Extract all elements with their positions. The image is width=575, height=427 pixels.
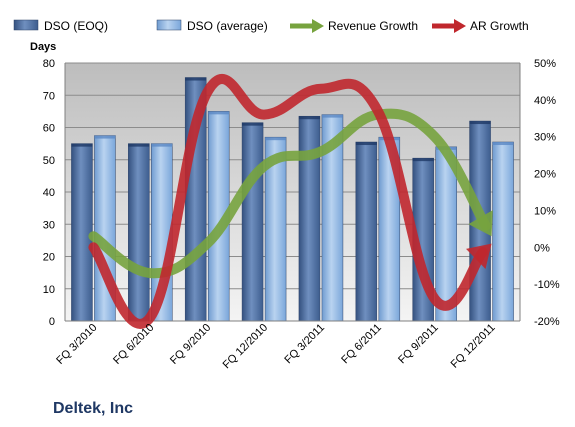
- bar: [241, 122, 264, 322]
- bar-cap: [71, 143, 93, 147]
- bar: [128, 143, 150, 322]
- x-tick-label: FQ 9/2011: [396, 322, 441, 367]
- left-tick-label: 0: [49, 316, 55, 328]
- bar: [71, 143, 93, 322]
- right-tick-label: 10%: [534, 205, 556, 217]
- trend-lines: [88, 74, 493, 329]
- series-arrowhead: [468, 210, 493, 237]
- legend-label: AR Growth: [470, 19, 529, 33]
- x-tick-label: FQ 3/2010: [54, 322, 99, 367]
- y-axis-label: Days: [30, 41, 56, 53]
- bar-cap: [412, 158, 434, 162]
- right-tick-label: -10%: [534, 279, 560, 291]
- bar-cap: [94, 135, 116, 139]
- series-line: [88, 74, 488, 329]
- x-tick-label: FQ 3/2011: [282, 322, 327, 367]
- x-tick-label: FQ 12/2010: [221, 322, 271, 372]
- right-tick-label: -20%: [534, 316, 560, 328]
- right-tick-label: 50%: [534, 58, 556, 70]
- legend-label: DSO (EOQ): [44, 19, 108, 33]
- left-tick-label: 50: [43, 155, 55, 167]
- bar: [492, 141, 514, 322]
- bar-cap: [242, 122, 264, 126]
- legend: DSO (EOQ) DSO (average) Revenue Growth AR G…: [13, 19, 529, 33]
- right-tick-label: 0%: [534, 242, 550, 254]
- left-tick-label: 40: [43, 187, 55, 199]
- left-tick-label: 70: [43, 90, 55, 102]
- left-tick-label: 20: [43, 252, 55, 264]
- x-tick-label: FQ 9/2010: [168, 322, 213, 367]
- right-tick-label: 30%: [534, 132, 556, 144]
- right-tick-label: 40%: [534, 95, 556, 107]
- bar-cap: [355, 142, 377, 146]
- legend-swatch-arrow: [312, 19, 324, 33]
- left-tick-label: 10: [43, 284, 55, 296]
- bar: [355, 141, 378, 322]
- left-tick-label: 80: [43, 58, 55, 70]
- x-tick-label: FQ 6/2010: [111, 322, 156, 367]
- left-tick-label: 60: [43, 123, 55, 135]
- bar-cap: [128, 143, 150, 147]
- bar-cap: [265, 137, 287, 141]
- bar-cap: [185, 77, 207, 81]
- bar-cap: [492, 142, 514, 146]
- legend-label: DSO (average): [187, 19, 268, 33]
- left-tick-label: 30: [43, 219, 55, 231]
- legend-swatch: [13, 19, 39, 31]
- series-line: [88, 108, 491, 279]
- right-tick-label: 20%: [534, 169, 556, 181]
- company-label: Deltek, Inc: [53, 400, 134, 417]
- bar-cap: [321, 114, 343, 118]
- legend-swatch-arrow: [454, 19, 466, 33]
- bar-cap: [208, 111, 230, 115]
- bar-cap: [469, 121, 491, 125]
- legend-swatch: [156, 19, 182, 31]
- legend-label: Revenue Growth: [328, 19, 418, 33]
- x-tick-label: FQ 6/2011: [339, 322, 384, 367]
- x-tick-label: FQ 12/2011: [449, 322, 498, 371]
- bar-cap: [151, 143, 173, 147]
- bar: [298, 115, 321, 322]
- bar-cap: [298, 116, 320, 120]
- series-arrowhead: [466, 243, 492, 269]
